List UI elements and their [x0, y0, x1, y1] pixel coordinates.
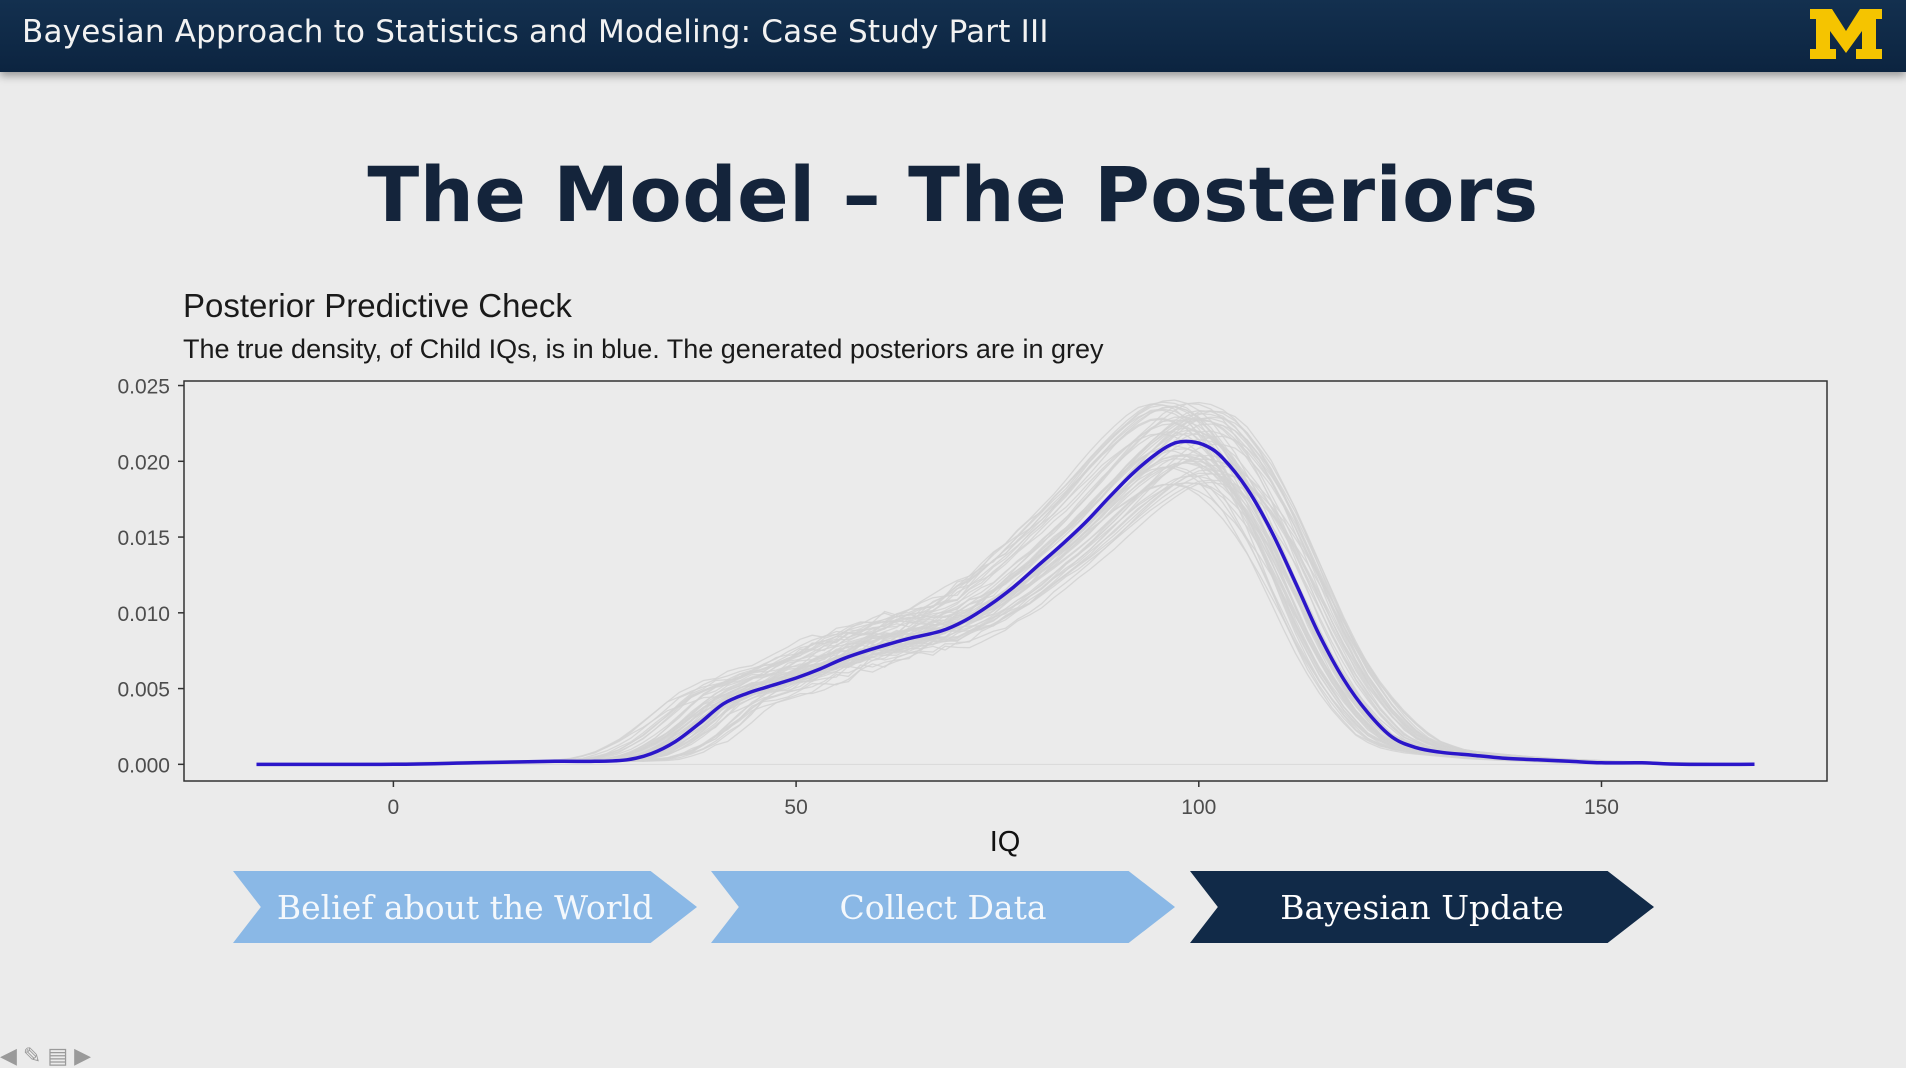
menu-icon[interactable]: ▤ — [47, 1043, 69, 1068]
x-axis-label: IQ — [990, 826, 1021, 858]
michigan-logo-icon — [1810, 9, 1882, 59]
true-density-line — [256, 439, 1755, 767]
chevron-collect-data-label: Collect Data — [839, 887, 1047, 927]
y-tick-label: 0.015 — [117, 527, 170, 550]
y-tick-label: 0.025 — [117, 376, 170, 399]
y-tick-label: 0.000 — [117, 754, 170, 777]
series-group — [256, 439, 1755, 767]
arrow-right-icon[interactable]: ▶ — [74, 1043, 92, 1068]
arrow-left-icon[interactable]: ◀ — [0, 1043, 17, 1068]
y-axis: 0.000 0.005 0.010 0.015 0.020 0.025 — [117, 376, 184, 777]
chevron-belief-label: Belief about the World — [276, 887, 654, 927]
pencil-icon[interactable]: ✎ — [22, 1043, 42, 1068]
chevron-bayesian-update: Bayesian Update — [1190, 871, 1654, 943]
y-tick-label: 0.005 — [117, 679, 170, 702]
y-tick-label: 0.010 — [117, 603, 170, 626]
x-tick-label: 150 — [1584, 796, 1619, 819]
slide-nav-controls: ◀ ✎ ▤ ▶ — [0, 1044, 91, 1068]
chevron-collect-data: Collect Data — [711, 871, 1175, 943]
x-tick-label: 100 — [1181, 796, 1216, 819]
x-axis: 0 50 100 150 — [256, 763, 1755, 819]
chart-title: Posterior Predictive Check — [183, 287, 572, 324]
chevron-bayesian-update-label: Bayesian Update — [1280, 887, 1564, 927]
slide-header: Bayesian Approach to Statistics and Mode… — [0, 0, 1906, 72]
chart-subtitle: The true density, of Child IQs, is in bl… — [183, 334, 1104, 364]
y-tick-label: 0.020 — [117, 451, 170, 474]
slide-title: The Model – The Posteriors — [367, 150, 1539, 239]
x-tick-label: 0 — [388, 796, 400, 819]
course-title: Bayesian Approach to Statistics and Mode… — [22, 14, 1049, 50]
chevron-belief: Belief about the World — [233, 871, 697, 943]
x-tick-label: 50 — [784, 796, 807, 819]
